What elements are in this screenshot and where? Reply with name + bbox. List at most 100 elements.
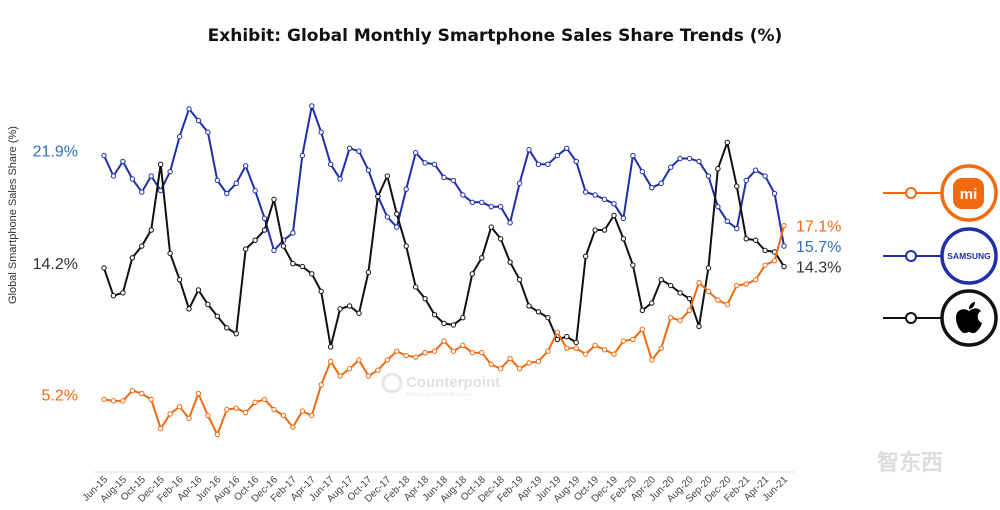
data-point-xiaomi bbox=[148, 396, 154, 403]
data-point-apple bbox=[441, 320, 447, 327]
data-point-apple bbox=[752, 237, 759, 243]
data-point-apple bbox=[412, 284, 419, 290]
series-xiaomi bbox=[101, 222, 787, 438]
data-point-apple bbox=[658, 276, 664, 283]
data-point-xiaomi bbox=[450, 348, 457, 354]
data-point-samsung bbox=[781, 243, 787, 249]
data-point-xiaomi bbox=[309, 412, 315, 419]
data-point-samsung bbox=[309, 103, 315, 109]
start-label-apple: 14.2% bbox=[33, 256, 78, 273]
data-point-apple bbox=[242, 246, 249, 252]
data-point-samsung bbox=[771, 190, 778, 197]
data-point-samsung bbox=[148, 173, 154, 179]
data-point-samsung bbox=[497, 203, 504, 210]
data-point-samsung bbox=[290, 230, 296, 236]
data-point-xiaomi bbox=[290, 424, 296, 430]
data-point-apple bbox=[535, 309, 542, 315]
data-point-apple bbox=[450, 322, 457, 328]
data-point-xiaomi bbox=[252, 399, 258, 406]
data-point-apple bbox=[715, 166, 721, 172]
data-point-apple bbox=[157, 161, 164, 168]
data-point-xiaomi bbox=[384, 357, 391, 363]
data-point-apple bbox=[346, 303, 353, 309]
data-point-samsung bbox=[620, 215, 627, 222]
data-point-samsung bbox=[573, 158, 579, 165]
data-point-samsung bbox=[535, 161, 542, 168]
data-point-apple bbox=[261, 227, 268, 233]
data-point-xiaomi bbox=[403, 352, 409, 359]
data-point-apple bbox=[214, 313, 221, 319]
data-point-xiaomi bbox=[101, 396, 107, 403]
data-point-apple bbox=[545, 314, 551, 321]
data-point-xiaomi bbox=[129, 387, 136, 394]
data-point-samsung bbox=[460, 192, 466, 198]
data-point-samsung bbox=[667, 164, 674, 170]
data-point-xiaomi bbox=[327, 358, 334, 365]
data-point-xiaomi bbox=[261, 396, 268, 403]
data-point-apple bbox=[554, 336, 561, 343]
data-point-samsung bbox=[110, 173, 117, 179]
data-point-xiaomi bbox=[734, 282, 740, 289]
data-point-apple bbox=[422, 295, 428, 302]
corner-logo: 智东西 bbox=[877, 450, 943, 475]
data-point-samsung bbox=[526, 147, 532, 153]
data-point-xiaomi bbox=[214, 431, 221, 438]
data-point-xiaomi bbox=[318, 382, 324, 388]
data-point-samsung bbox=[365, 167, 372, 173]
data-point-xiaomi bbox=[394, 348, 400, 354]
data-point-apple bbox=[497, 236, 504, 242]
data-point-samsung bbox=[271, 247, 277, 254]
data-point-apple bbox=[582, 253, 589, 260]
data-point-samsung bbox=[677, 155, 683, 162]
watermark-subtext: Technology Market Research bbox=[406, 392, 471, 398]
data-point-xiaomi bbox=[460, 342, 466, 349]
series-line-xiaomi bbox=[103, 225, 785, 436]
data-point-samsung bbox=[724, 218, 731, 224]
data-point-apple bbox=[686, 295, 693, 302]
data-point-xiaomi bbox=[526, 360, 532, 366]
data-point-samsung bbox=[214, 177, 221, 184]
y-axis-label: Global Smartphone Sales Share (%) bbox=[7, 126, 19, 304]
data-point-xiaomi bbox=[507, 355, 513, 362]
data-point-xiaomi bbox=[630, 336, 636, 343]
data-point-samsung bbox=[176, 133, 183, 140]
data-point-samsung bbox=[469, 199, 476, 206]
data-point-apple bbox=[290, 260, 296, 267]
data-point-apple bbox=[696, 323, 702, 330]
data-point-samsung bbox=[639, 168, 646, 175]
data-point-apple bbox=[205, 301, 211, 308]
series-samsung bbox=[101, 103, 787, 254]
data-point-xiaomi bbox=[554, 329, 561, 335]
data-point-apple bbox=[507, 259, 513, 265]
data-point-apple bbox=[601, 227, 608, 233]
data-point-apple bbox=[167, 250, 173, 257]
data-point-samsung bbox=[337, 176, 343, 182]
data-point-samsung bbox=[658, 180, 664, 187]
data-point-xiaomi bbox=[781, 222, 787, 229]
data-point-apple bbox=[649, 300, 655, 306]
data-point-xiaomi bbox=[375, 367, 381, 373]
data-point-samsung bbox=[601, 196, 608, 203]
data-point-apple bbox=[479, 255, 485, 261]
data-point-apple bbox=[139, 243, 145, 249]
start-label-samsung: 21.9% bbox=[33, 144, 78, 161]
data-point-xiaomi bbox=[233, 405, 239, 411]
svg-text:SAMSUNG: SAMSUNG bbox=[947, 251, 991, 261]
data-point-samsung bbox=[318, 129, 324, 135]
data-point-samsung bbox=[488, 203, 494, 210]
data-point-apple bbox=[186, 306, 192, 312]
data-point-xiaomi bbox=[242, 409, 249, 416]
data-point-xiaomi bbox=[658, 345, 664, 351]
data-point-xiaomi bbox=[686, 307, 693, 314]
data-point-xiaomi bbox=[441, 338, 447, 344]
data-point-samsung bbox=[479, 199, 485, 206]
data-point-xiaomi bbox=[299, 408, 306, 414]
data-point-apple bbox=[705, 265, 712, 271]
data-point-samsung bbox=[450, 177, 457, 184]
data-point-samsung bbox=[412, 149, 419, 156]
data-point-samsung bbox=[186, 106, 192, 112]
data-point-xiaomi bbox=[139, 390, 145, 397]
data-point-xiaomi bbox=[271, 406, 277, 413]
data-point-samsung bbox=[101, 152, 107, 159]
